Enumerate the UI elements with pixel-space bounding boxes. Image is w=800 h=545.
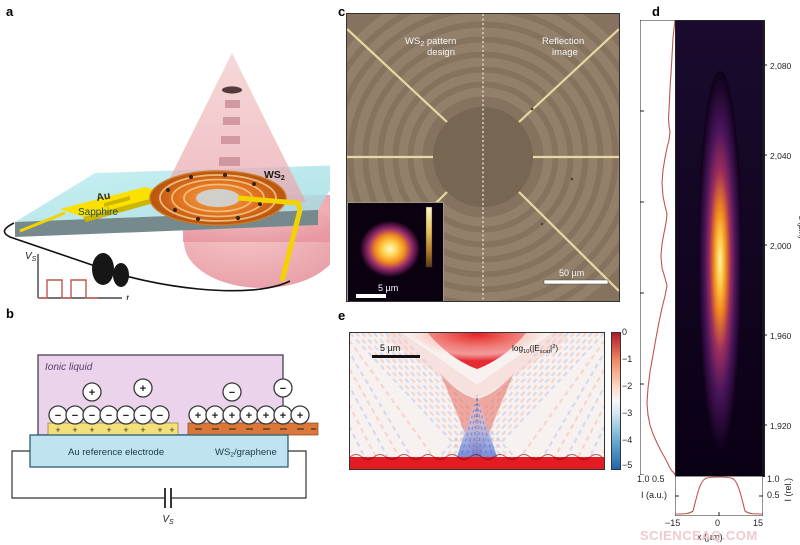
svg-text:Ionic liquid: Ionic liquid [45,362,93,373]
svg-text:−: − [89,410,95,422]
svg-text:+: + [123,425,128,435]
svg-text:+: + [55,425,60,435]
svg-text:Au: Au [95,190,111,204]
svg-text:−: − [106,410,112,422]
svg-text:−: − [157,410,163,422]
svg-text:+: + [246,410,252,422]
svg-text:Sapphire: Sapphire [78,207,118,218]
svg-text:Reflection: Reflection [542,36,584,47]
svg-text:5 µm: 5 µm [378,283,398,293]
svg-text:5 µm: 5 µm [380,343,400,353]
svg-text:+: + [72,425,77,435]
svg-text:1,960: 1,960 [770,331,792,341]
svg-text:−: − [140,410,146,422]
svg-text:+: + [106,425,111,435]
svg-text:+: + [157,425,162,435]
svg-text:VS: VS [25,251,37,263]
svg-text:+: + [229,410,235,422]
svg-text:+: + [263,410,269,422]
svg-text:+: + [140,383,146,395]
svg-text:+: + [89,387,95,399]
svg-text:image: image [552,47,578,58]
svg-text:Au reference electrode: Au reference electrode [68,447,164,458]
svg-text:−: − [55,410,61,422]
svg-text:−: − [229,387,235,399]
svg-text:+: + [212,410,218,422]
svg-text:VS: VS [162,514,174,526]
svg-text:50 µm: 50 µm [559,268,584,278]
svg-text:1,920: 1,920 [770,421,792,431]
svg-text:2,000: 2,000 [770,241,792,251]
svg-text:−: − [280,383,286,395]
svg-text:−: − [123,410,129,422]
svg-text:+: + [89,425,94,435]
svg-text:+: + [140,425,145,435]
svg-text:WS2/graphene: WS2/graphene [215,447,277,459]
svg-text:design: design [427,47,455,58]
svg-text:−: − [72,410,78,422]
svg-text:+: + [297,410,303,422]
svg-text:+: + [195,410,201,422]
svg-text:2,080: 2,080 [770,61,792,71]
svg-text:+: + [169,425,174,435]
svg-text:2,040: 2,040 [770,151,792,161]
svg-text:+: + [280,410,286,422]
